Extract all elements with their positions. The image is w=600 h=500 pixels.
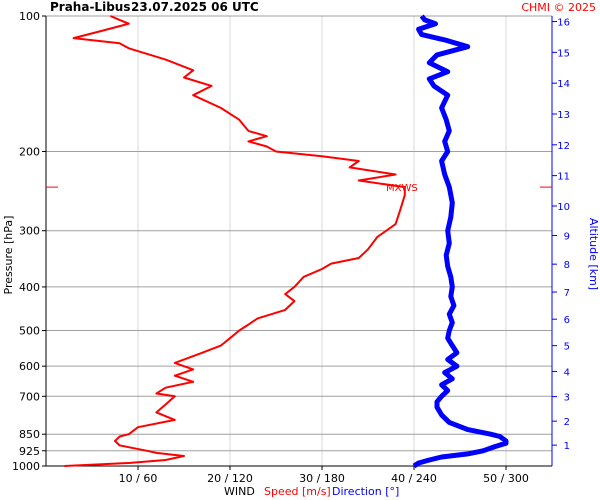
- x-tick-label: 10 / 60: [119, 472, 158, 485]
- altitude-tick-label: 8: [564, 260, 570, 271]
- altitude-tick-label: 4: [564, 367, 570, 378]
- x-tick-label: 20 / 120: [207, 472, 253, 485]
- altitude-tick-label: 5: [564, 342, 570, 353]
- footer-speed: Speed [m/s]: [264, 485, 331, 498]
- credit-text: CHMI © 2025: [521, 1, 596, 14]
- footer-direction: Direction [°]: [332, 485, 399, 498]
- pressure-axis-label: Pressure [hPa]: [2, 216, 15, 295]
- pressure-tick-label: 850: [19, 428, 40, 441]
- footer-wind: WIND: [224, 485, 255, 498]
- x-tick-label: 30 / 180: [299, 472, 345, 485]
- altitude-axis-label: Altitude [km]: [587, 218, 600, 290]
- x-tick-label: 40 / 240: [391, 472, 437, 485]
- altitude-tick-label: 14: [557, 79, 570, 90]
- altitude-tick-label: 2: [564, 417, 570, 428]
- pressure-tick-label: 300: [19, 225, 40, 238]
- altitude-tick-label: 13: [557, 110, 570, 121]
- altitude-tick-label: 11: [557, 172, 570, 183]
- pressure-tick-label: 1000: [12, 460, 40, 473]
- pressure-tick-label: 200: [19, 145, 40, 158]
- altitude-tick-label: 6: [564, 315, 570, 326]
- altitude-tick-label: 7: [564, 288, 570, 299]
- altitude-tick-label: 10: [557, 202, 570, 213]
- sounding-datetime: 23.07.2025 06 UTC: [131, 0, 259, 14]
- grid: [46, 15, 552, 467]
- pressure-tick-label: 700: [19, 390, 40, 403]
- pressure-tick-label: 600: [19, 360, 40, 373]
- pressure-tick-label: 925: [19, 445, 40, 458]
- series: [64, 14, 509, 469]
- wind-speed-line: [64, 15, 406, 467]
- altitude-tick-label: 9: [564, 231, 570, 242]
- wind-direction-line: [412, 14, 509, 469]
- pressure-tick-label: 100: [19, 10, 40, 23]
- altitude-tick-label: 1: [564, 441, 570, 452]
- altitude-tick-label: 15: [557, 48, 570, 59]
- station-name: Praha-Libus: [50, 0, 130, 14]
- pressure-tick-label: 500: [19, 325, 40, 338]
- x-tick-label: 50 / 300: [483, 472, 529, 485]
- max-wind-label: MXWS: [386, 183, 418, 194]
- x-tick-labels: 10 / 60 20 / 120 30 / 180 40 / 240 50 / 300: [119, 466, 529, 485]
- plot-area: [46, 16, 552, 466]
- altitude-tick-label: 16: [557, 18, 570, 29]
- altitude-tick-label: 3: [564, 393, 570, 404]
- pressure-tick-labels: 100 200 300 400 500 600 700 850 925 1000: [12, 10, 46, 473]
- pressure-tick-label: 400: [19, 281, 40, 294]
- altitude-tick-label: 12: [557, 141, 570, 152]
